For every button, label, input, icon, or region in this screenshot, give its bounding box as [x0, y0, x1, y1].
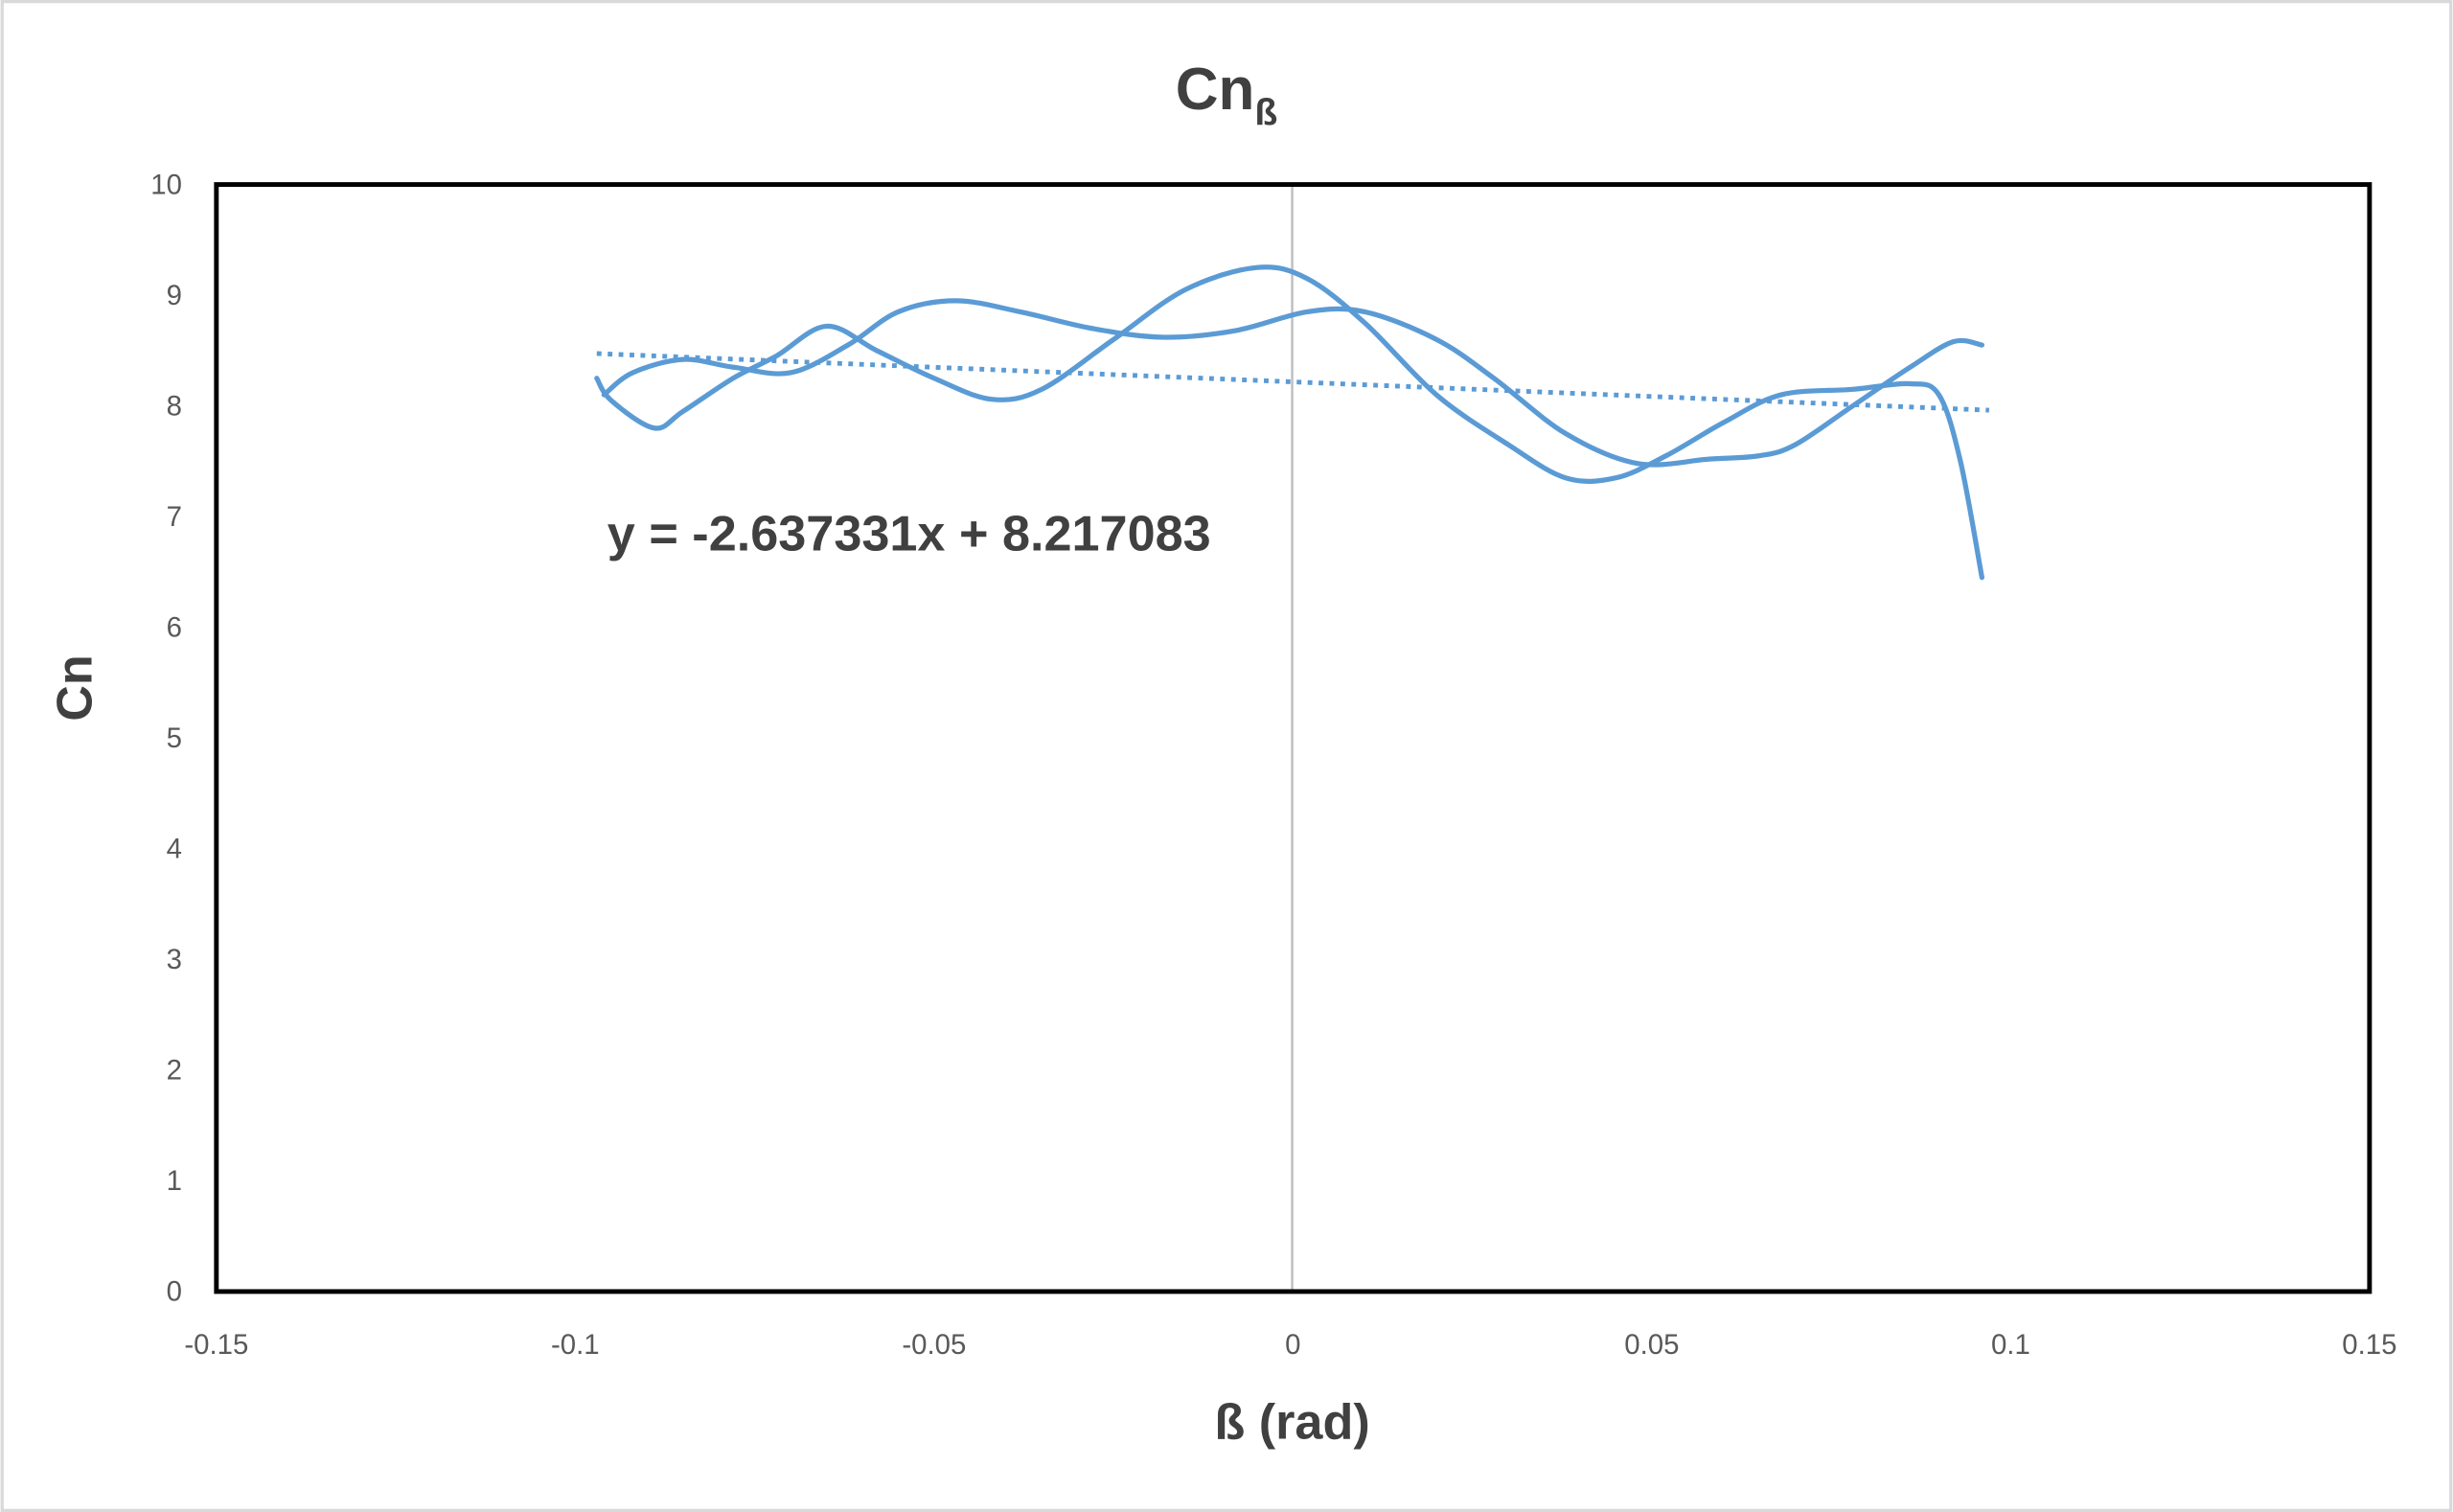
chart-title-subscript: ß	[1254, 93, 1277, 134]
x-tick-label: -0.1	[551, 1329, 600, 1361]
y-tick-label: 7	[167, 501, 182, 533]
y-tick-label: 9	[167, 280, 182, 311]
trendline	[596, 351, 1990, 413]
y-axis-label: Cn	[47, 654, 103, 722]
x-tick-label: 0.05	[1624, 1329, 1679, 1361]
y-tick-label: 5	[167, 722, 182, 754]
series-line-2	[601, 298, 1985, 468]
y-tick-label: 10	[150, 169, 182, 200]
x-tick-label: -0.05	[902, 1329, 966, 1361]
y-tick-label: 2	[167, 1055, 182, 1087]
y-tick-label: 0	[167, 1276, 182, 1308]
x-tick-label: 0.15	[2342, 1329, 2396, 1361]
x-axis-label: ß (rad)	[1214, 1394, 1369, 1450]
y-tick-label: 6	[167, 611, 182, 643]
y-tick-label: 3	[167, 944, 182, 975]
chart-title-main: Cn	[1176, 57, 1255, 123]
plot-area	[214, 182, 2373, 1294]
y-tick-label: 4	[167, 834, 182, 865]
y-tick-label: 8	[167, 390, 182, 422]
y-tick-label: 1	[167, 1165, 182, 1197]
x-tick-label: 0.1	[1991, 1329, 2030, 1361]
series-line-1	[594, 264, 1985, 581]
chart-title: Cnß	[1176, 57, 1278, 133]
x-tick-label: -0.15	[184, 1329, 248, 1361]
trendline-equation: y = -2.637331x + 8.217083	[608, 506, 1211, 561]
x-tick-label: 0	[1285, 1329, 1300, 1361]
